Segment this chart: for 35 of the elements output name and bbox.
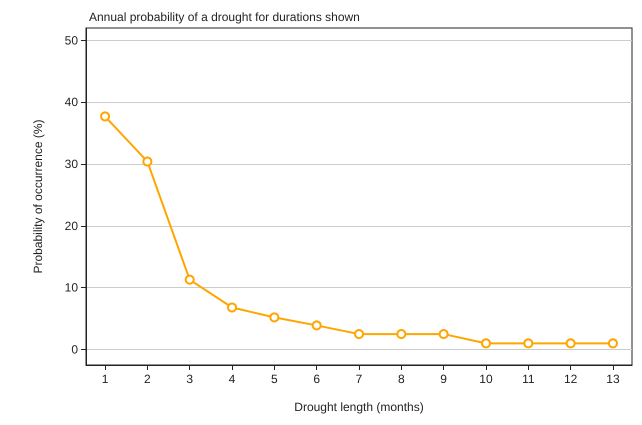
y-tick-label: 50 xyxy=(64,33,78,48)
x-tick-label: 1 xyxy=(102,372,109,386)
point xyxy=(354,329,364,340)
chart-title: Annual probability of a drought for durations shown xyxy=(89,10,360,24)
x-tick-label: 4 xyxy=(228,372,236,386)
y-tick-label: 40 xyxy=(64,95,78,110)
point xyxy=(269,312,280,322)
x-tick-label: 8 xyxy=(398,372,405,386)
point xyxy=(608,338,618,348)
y-axis-title: Probability of occurrence (%) xyxy=(31,119,45,274)
y-tick-label: 20 xyxy=(64,218,78,233)
x-tick-label: 9 xyxy=(440,372,448,386)
y-tick-label: 30 xyxy=(64,157,78,172)
x-tick-label: 13 xyxy=(606,372,620,386)
x-tick-label: 12 xyxy=(564,372,578,386)
y-tick-label: 10 xyxy=(64,280,78,295)
x-tick-label: 5 xyxy=(271,372,278,386)
point xyxy=(523,338,534,348)
point xyxy=(142,156,152,167)
point xyxy=(227,302,238,312)
point xyxy=(566,338,576,348)
point xyxy=(184,274,195,285)
x-tick-label: 7 xyxy=(356,372,363,386)
point xyxy=(396,329,406,340)
x-axis-title: Drought length (months) xyxy=(294,400,424,414)
point xyxy=(438,329,449,340)
x-tick-label: 2 xyxy=(144,372,152,386)
point xyxy=(100,111,110,122)
x-tick-label: 11 xyxy=(522,372,535,386)
point xyxy=(312,320,322,330)
x-tick-label: 6 xyxy=(313,372,320,386)
x-tick-label: 10 xyxy=(479,372,493,386)
y-tick-label: 0 xyxy=(71,342,78,357)
x-tick-label: 3 xyxy=(186,372,194,386)
point xyxy=(480,338,491,348)
